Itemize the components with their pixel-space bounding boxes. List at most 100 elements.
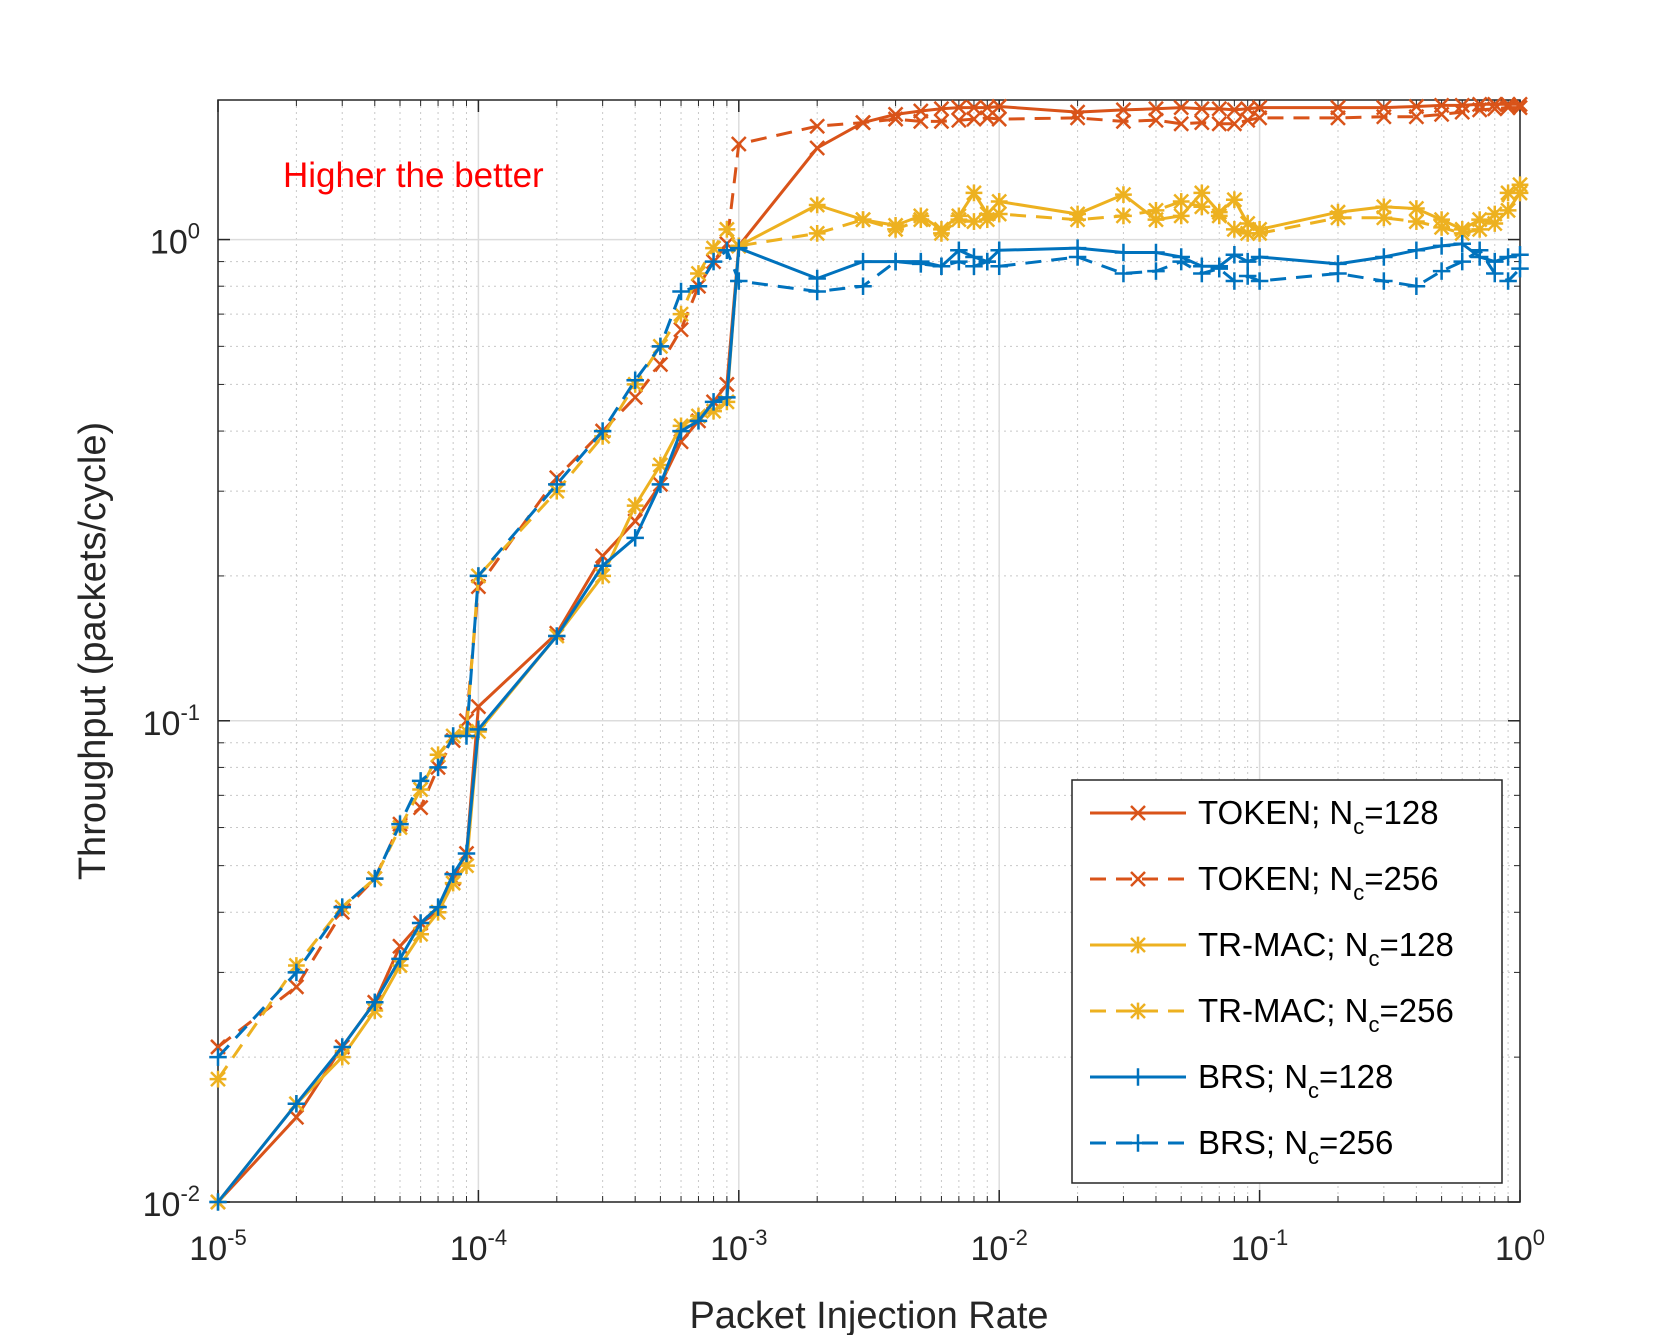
data-point	[887, 111, 904, 127]
data-point	[808, 196, 826, 214]
marker-stroke	[933, 100, 950, 117]
marker-stroke	[1454, 104, 1471, 121]
data-point	[1251, 110, 1268, 126]
data-point	[1500, 99, 1516, 116]
marker-stroke	[1408, 108, 1425, 125]
legend-marker	[1130, 871, 1146, 887]
data-point	[626, 371, 644, 390]
legend-label-trmac-256: TR-MAC; Nc=256	[1198, 992, 1454, 1037]
data-point	[1173, 115, 1190, 132]
marker-stroke	[950, 211, 967, 228]
data-point	[705, 239, 722, 257]
data-point	[209, 1193, 227, 1211]
data-point	[209, 1048, 227, 1066]
marker-stroke	[1130, 805, 1146, 821]
data-point	[672, 422, 690, 440]
data-point	[704, 252, 723, 271]
annotation-text: Higher the better	[283, 156, 544, 195]
marker-stroke	[1193, 185, 1210, 201]
data-point	[287, 963, 306, 982]
data-point	[1147, 243, 1165, 262]
data-point	[1069, 211, 1086, 229]
x-tick-label: 10-1	[1231, 1225, 1288, 1268]
marker-stroke	[288, 978, 305, 995]
data-point	[1172, 252, 1190, 271]
marker-stroke	[1454, 225, 1471, 242]
marker-stroke	[1130, 1003, 1146, 1019]
data-point	[1511, 176, 1529, 194]
data-point	[1499, 201, 1517, 219]
marker-stroke	[1251, 110, 1268, 126]
data-point	[1225, 220, 1243, 238]
data-point	[718, 220, 736, 238]
data-point	[990, 241, 1008, 260]
marker-stroke	[1173, 208, 1190, 224]
data-point	[1433, 106, 1450, 123]
y-tick-labels: 10-2 10-1 100	[143, 219, 200, 1224]
x-tick-labels: 10-5 10-4 10-3 10-2 10-1 100	[189, 1225, 1545, 1268]
data-point	[965, 184, 983, 202]
marker-stroke	[991, 111, 1008, 127]
data-point	[469, 720, 488, 739]
legend-samples	[1090, 805, 1186, 1152]
data-point	[854, 277, 872, 295]
data-point	[887, 220, 904, 238]
data-point	[1172, 193, 1190, 210]
data-point	[689, 412, 708, 430]
data-point	[809, 140, 826, 156]
data-point	[593, 556, 612, 575]
data-point	[730, 239, 748, 257]
data-point	[933, 100, 950, 117]
data-point	[933, 224, 950, 242]
marker-stroke	[1408, 213, 1425, 230]
data-point	[965, 257, 983, 276]
data-point	[1454, 104, 1471, 121]
data-point	[1148, 112, 1164, 129]
data-point	[1226, 115, 1243, 132]
data-point	[1147, 201, 1165, 219]
data-point	[965, 213, 983, 230]
data-point	[1471, 101, 1488, 118]
data-point	[950, 112, 967, 129]
marker-stroke	[1115, 113, 1132, 130]
marker-stroke	[912, 113, 929, 130]
marker-stroke	[950, 112, 967, 129]
marker-stroke	[1211, 115, 1228, 132]
marker-stroke	[1471, 101, 1488, 118]
marker-stroke	[1069, 211, 1086, 228]
data-point	[444, 865, 462, 883]
data-point	[808, 224, 826, 242]
data-point	[1115, 101, 1132, 118]
data-point	[1486, 264, 1504, 283]
data-point	[730, 136, 747, 152]
data-point	[933, 113, 950, 130]
marker-stroke	[412, 926, 429, 943]
data-point	[429, 898, 447, 916]
data-point	[411, 914, 430, 932]
data-point	[1251, 224, 1268, 242]
data-point	[808, 282, 826, 301]
data-point	[1407, 277, 1426, 295]
data-point	[1210, 259, 1229, 278]
data-point	[1407, 241, 1426, 260]
legend: TOKEN; Nc=128 TOKEN; Nc=256 TR-MAC; Nc=1…	[1071, 779, 1503, 1184]
marker-stroke	[1239, 225, 1256, 242]
data-point	[209, 1070, 227, 1088]
data-point	[457, 727, 476, 745]
legend-marker	[1130, 805, 1146, 821]
legend-label-brs-128: BRS; Nc=128	[1198, 1058, 1393, 1103]
data-point	[855, 114, 871, 131]
data-point	[548, 627, 566, 645]
data-point	[411, 772, 430, 790]
marker-stroke	[1148, 202, 1164, 219]
marker-stroke	[627, 497, 644, 514]
data-point	[1172, 207, 1190, 225]
marker-stroke	[1512, 176, 1528, 193]
marker-stroke	[1375, 209, 1392, 226]
marker-stroke	[412, 799, 429, 816]
marker-stroke	[809, 225, 826, 242]
data-point	[1193, 114, 1210, 131]
data-point	[626, 497, 644, 515]
data-point	[730, 272, 748, 290]
